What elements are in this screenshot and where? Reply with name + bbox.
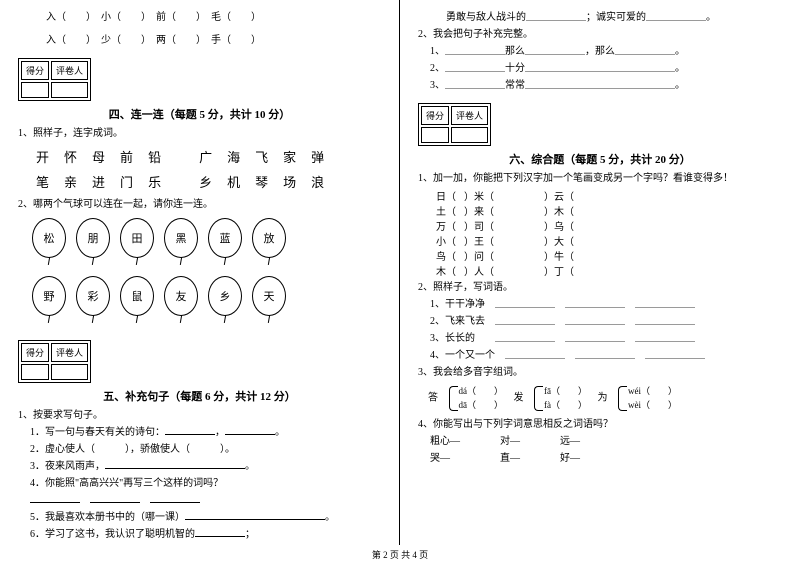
page-footer: 第 2 页 共 4 页 <box>0 548 800 561</box>
char: 浪 <box>311 172 324 191</box>
right-column: 勇敢与敌人战斗的＿＿＿＿＿＿；诚实可爱的＿＿＿＿＿＿。 2、我会把句子补充完整。… <box>400 0 800 545</box>
q6-2-item: 3、长长的 ＿＿＿＿＿＿ ＿＿＿＿＿＿ ＿＿＿＿＿＿ <box>430 331 782 346</box>
char: 家 <box>283 147 296 166</box>
score-box: 得分 评卷人 <box>18 340 91 383</box>
bracket-group: wéi（ ） wèi（ ） <box>618 384 677 413</box>
balloon: 野 <box>32 276 66 316</box>
char: 前 <box>120 147 133 166</box>
section-5-title: 五、补充句子（每题 6 分，共计 12 分） <box>18 388 381 404</box>
score-box: 得分 评卷人 <box>18 58 91 101</box>
char: 机 <box>227 172 240 191</box>
q6-1: 1、加一加，你能把下列汉字加一个笔画变成另一个字吗？看谁变得多！ <box>418 171 782 186</box>
char: 笔 <box>36 172 49 191</box>
char: 开 <box>36 147 49 166</box>
balloon: 友 <box>164 276 198 316</box>
char: 广 <box>199 147 212 166</box>
char-row-top: 开 怀 母 前 铅 广 海 飞 家 弹 <box>36 147 381 166</box>
q5-1-5: 5．我最喜欢本册书中的（哪一课）。 <box>30 510 381 525</box>
grader-label: 评卷人 <box>51 343 88 362</box>
balloon: 乡 <box>208 276 242 316</box>
char: 弹 <box>311 147 324 166</box>
grader-label: 评卷人 <box>51 61 88 80</box>
section-6-title: 六、综合题（每题 5 分，共计 20 分） <box>418 151 782 167</box>
poly-char: 为 <box>598 393 608 404</box>
q6-4-item: 粗心— 对— 远— <box>430 434 782 449</box>
q6-2-item: 2、飞来飞去 ＿＿＿＿＿＿ ＿＿＿＿＿＿ ＿＿＿＿＿＿ <box>430 314 782 329</box>
q5-1-6: 6．学习了这书，我认识了聪明机智的； <box>30 527 381 542</box>
balloon: 蓝 <box>208 218 242 258</box>
char: 海 <box>227 147 240 166</box>
q4-1: 1、照样子，连字成词。 <box>18 126 381 141</box>
char-row-bot: 笔 亲 进 门 乐 乡 机 琴 场 浪 <box>36 172 381 191</box>
q5-1-item: 1．写一句与春天有关的诗句：，。 <box>30 425 381 440</box>
q2: 2、我会把句子补充完整。 <box>418 27 782 42</box>
polyphone-row: 答 dá（ ） dā（ ） 发 fā（ ） fà（ ） 为 wéi（ ） wèi… <box>428 384 782 413</box>
char: 门 <box>120 172 133 191</box>
q2-item: 1、＿＿＿＿＿＿那么＿＿＿＿＿＿，那么＿＿＿＿＿＿。 <box>430 44 782 59</box>
char: 铅 <box>148 147 161 166</box>
bracket-group: fā（ ） fà（ ） <box>534 384 587 413</box>
char: 场 <box>283 172 296 191</box>
q5-1-item: 2．虚心使人（ ），骄傲使人（ ）。 <box>30 442 381 457</box>
section-4-title: 四、连一连（每题 5 分，共计 10 分） <box>18 106 381 122</box>
balloon: 朋 <box>76 218 110 258</box>
balloon-row-top: 松 朋 田 黑 蓝 放 <box>32 218 381 258</box>
q6-4: 4、你能写出与下列字词意思相反之词语吗？ <box>418 417 782 432</box>
balloon: 彩 <box>76 276 110 316</box>
q2-item: 2、＿＿＿＿＿＿十分＿＿＿＿＿＿＿＿＿＿＿＿＿＿＿。 <box>430 61 782 76</box>
q6-3: 3、我会给多音字组词。 <box>418 365 782 380</box>
poly-char: 答 <box>428 393 438 404</box>
poly-char: 发 <box>514 393 524 404</box>
q6-2-item: 1、干干净净 ＿＿＿＿＿＿ ＿＿＿＿＿＿ ＿＿＿＿＿＿ <box>430 297 782 312</box>
char: 乡 <box>199 172 212 191</box>
score-label: 得分 <box>21 61 49 80</box>
char: 乐 <box>148 172 161 191</box>
balloon: 鼠 <box>120 276 154 316</box>
fill-row: 入（ ） 少（ ） 两（ ） 手（ ） <box>46 33 381 48</box>
grader-label: 评卷人 <box>451 106 488 125</box>
char: 琴 <box>255 172 268 191</box>
balloon-row-bot: 野 彩 鼠 友 乡 天 <box>32 276 381 316</box>
balloon: 松 <box>32 218 66 258</box>
bracket-group: dá（ ） dā（ ） <box>449 384 504 413</box>
q5-1-blank <box>30 493 381 508</box>
q2-item: 3、＿＿＿＿＿＿常常＿＿＿＿＿＿＿＿＿＿＿＿＿＿＿。 <box>430 78 782 93</box>
char-grid: 日（）米（）云（ 土（）来（）木（ 万（）司（）乌（ 小（）王（）大（ 鸟（）问… <box>418 188 782 278</box>
q4-2: 2、哪两个气球可以连在一起，请你连一连。 <box>18 197 381 212</box>
balloon: 黑 <box>164 218 198 258</box>
char: 亲 <box>64 172 77 191</box>
score-label: 得分 <box>21 343 49 362</box>
char: 飞 <box>255 147 268 166</box>
q6-4-item: 哭— 直— 好— <box>430 451 782 466</box>
r1: 勇敢与敌人战斗的＿＿＿＿＿＿；诚实可爱的＿＿＿＿＿＿。 <box>446 10 782 25</box>
char: 怀 <box>64 147 77 166</box>
balloon: 田 <box>120 218 154 258</box>
q5-1-item: 4．你能照"高高兴兴"再写三个这样的词吗？ <box>30 476 381 491</box>
q5-1-item: 3．夜来风雨声，。 <box>30 459 381 474</box>
score-box: 得分 评卷人 <box>418 103 491 146</box>
q6-2-item: 4、一个又一个 ＿＿＿＿＿＿ ＿＿＿＿＿＿ ＿＿＿＿＿＿ <box>430 348 782 363</box>
fill-row: 入（ ） 小（ ） 前（ ） 毛（ ） <box>46 10 381 25</box>
char: 进 <box>92 172 105 191</box>
q5-1: 1、按要求写句子。 <box>18 408 381 423</box>
q6-2: 2、照样子，写词语。 <box>418 280 782 295</box>
balloon: 放 <box>252 218 286 258</box>
left-column: 入（ ） 小（ ） 前（ ） 毛（ ） 入（ ） 少（ ） 两（ ） 手（ ） … <box>0 0 400 545</box>
balloon: 天 <box>252 276 286 316</box>
char: 母 <box>92 147 105 166</box>
score-label: 得分 <box>421 106 449 125</box>
